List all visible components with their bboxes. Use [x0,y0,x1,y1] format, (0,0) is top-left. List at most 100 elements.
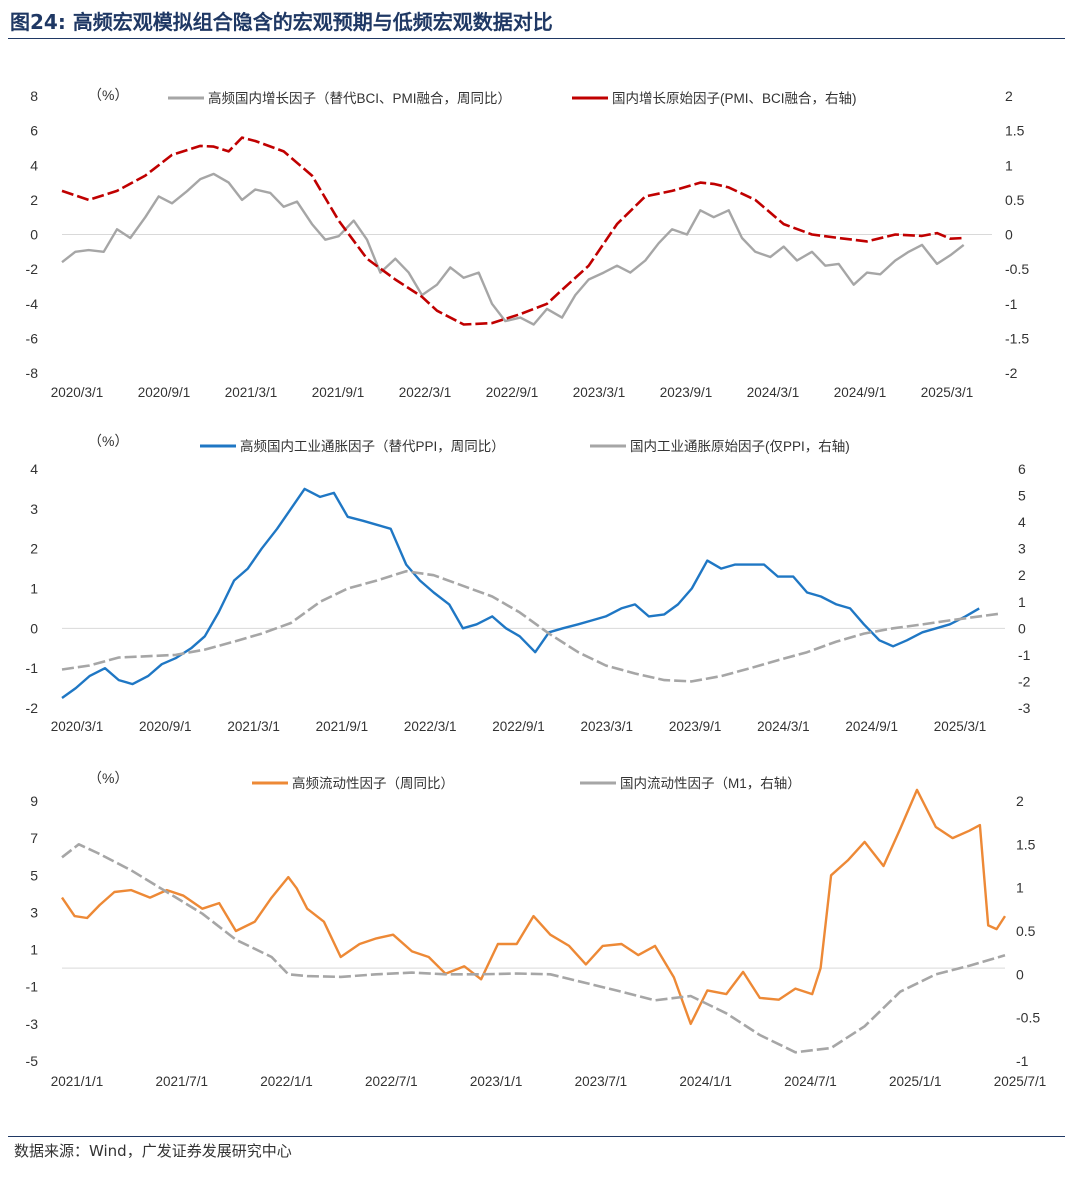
x-axis-tick-label: 2023/7/1 [575,1074,628,1089]
right-axis-tick-label: -1 [1016,1053,1029,1069]
x-axis-tick-label: 2020/3/1 [51,385,104,400]
left-axis-tick-label: -4 [26,296,39,312]
left-axis-tick-label: 4 [30,157,38,173]
x-axis-tick-label: 2023/3/1 [573,385,626,400]
left-axis-tick-label: -1 [26,979,39,995]
left-axis-tick-label: 3 [30,501,38,517]
left-axis-tick-label: -6 [26,330,39,346]
left-axis-tick-label: 0 [30,227,38,243]
top-rule [8,38,1065,39]
right-axis-tick-label: 2 [1016,793,1024,809]
legend-label: 高频国内工业通胀因子（替代PPI，周同比） [240,438,505,454]
left-axis-tick-label: 1 [30,581,38,597]
left-axis-tick-label: 6 [30,123,38,139]
x-axis-tick-label: 2022/7/1 [365,1074,418,1089]
x-axis-tick-label: 2023/9/1 [660,385,713,400]
x-axis-tick-label: 2023/9/1 [669,719,722,734]
x-axis-tick-label: 2020/9/1 [138,385,191,400]
legend-label: 高频流动性因子（周同比） [292,775,454,791]
left-axis-tick-label: -8 [26,365,39,381]
left-axis-tick-label: 1 [30,942,38,958]
right-axis-tick-label: 1 [1016,880,1024,896]
right-axis-tick-label: 1 [1018,594,1026,610]
left-axis-tick-label: -2 [26,261,39,277]
figure-title-text: 高频宏观模拟组合隐含的宏观预期与低频宏观数据对比 [72,10,553,34]
right-axis-tick-label: 0 [1005,227,1013,243]
left-axis-tick-label: 2 [30,541,38,557]
series-line-2 [61,136,964,326]
x-axis-tick-label: 2025/1/1 [889,1074,942,1089]
x-axis-tick-label: 2024/7/1 [784,1074,837,1089]
right-axis-tick-label: 6 [1018,461,1026,477]
series-line-1 [61,487,980,699]
unit-label: （%） [88,87,128,103]
left-axis-tick-label: 0 [30,620,38,636]
right-axis-tick-label: 0 [1016,966,1024,982]
x-axis-tick-label: 2020/9/1 [139,719,192,734]
right-axis-tick-label: 1 [1005,157,1013,173]
source-note: 数据来源：Wind，广发证券发展研究中心 [14,1142,292,1160]
x-axis-tick-label: 2023/3/1 [581,719,634,734]
x-axis-tick-label: 2025/3/1 [921,385,974,400]
x-axis-tick-label: 2024/3/1 [757,719,810,734]
right-axis-tick-label: -0.5 [1016,1010,1040,1026]
right-axis-tick-label: 2 [1005,88,1013,104]
series-line-2 [61,569,1000,683]
right-axis-tick-label: 3 [1018,541,1026,557]
left-axis-tick-label: 3 [30,904,38,920]
x-axis-tick-label: 2021/3/1 [227,719,280,734]
growth-factor-chart: 8 6 4 2 0 -2 -4 -6 -8 2 1.5 1 0.5 0 -0.5 -1 -1.5 -2 2020/3… [26,87,1030,400]
unit-label: （%） [88,433,128,449]
legend-label: 高频国内增长因子（替代BCI、PMI融合，周同比） [208,90,511,106]
right-axis-tick-label: 2 [1018,567,1026,583]
right-axis-tick-label: -2 [1018,673,1031,689]
x-axis-tick-label: 2024/3/1 [747,385,800,400]
left-axis-tick-label: -3 [26,1016,39,1032]
x-axis-tick-label: 2024/9/1 [845,719,898,734]
left-axis-tick-label: 8 [30,88,38,104]
right-axis-tick-label: -2 [1005,365,1018,381]
liquidity-factor-chart: 9 7 5 3 1 -1 -3 -5 2 1.5 1 0.5 0 -0.5 -1 2021/1/1 2021/7… [26,770,1047,1089]
right-axis-tick-label: 0.5 [1016,923,1036,939]
right-axis-tick-label: -1 [1005,296,1018,312]
series-line-1 [61,172,965,326]
x-axis-tick-label: 2022/9/1 [486,385,539,400]
x-axis-tick-label: 2022/1/1 [260,1074,313,1089]
x-axis-tick-label: 2021/9/1 [312,385,365,400]
right-axis-tick-label: 1.5 [1005,123,1025,139]
inflation-factor-chart: 4 3 2 1 0 -1 -2 6 5 4 3 2 1 0 -1 -2 -3 2020/3/1 2020/9/1 20… [26,433,1031,734]
legend-label: 国内增长原始因子(PMI、BCI融合，右轴) [612,91,857,106]
x-axis-tick-label: 2025/7/1 [994,1074,1047,1089]
right-axis-tick-label: -1.5 [1005,330,1029,346]
x-axis-tick-label: 2021/3/1 [225,385,278,400]
x-axis-tick-label: 2020/3/1 [51,719,104,734]
x-axis-tick-label: 2024/9/1 [834,385,887,400]
x-axis-tick-label: 2021/9/1 [316,719,369,734]
left-axis-tick-label: -5 [26,1053,39,1069]
x-axis-tick-label: 2023/1/1 [470,1074,523,1089]
left-axis-tick-label: -2 [26,700,39,716]
legend-label: 国内流动性因子（M1，右轴） [620,776,801,791]
right-axis-tick-label: 1.5 [1016,836,1036,852]
left-axis-tick-label: 5 [30,867,38,883]
series-line-1 [61,788,1007,1026]
right-axis-tick-label: -1 [1018,647,1031,663]
left-axis-tick-label: 7 [30,830,38,846]
right-axis-tick-label: 0.5 [1005,192,1025,208]
x-axis-tick-label: 2025/3/1 [934,719,987,734]
x-axis-tick-label: 2022/3/1 [404,719,457,734]
right-axis-tick-label: 4 [1018,514,1026,530]
left-axis-tick-label: 4 [30,461,38,477]
x-axis-tick-label: 2024/1/1 [679,1074,732,1089]
series-line-2 [61,843,1006,1054]
right-axis-tick-label: -0.5 [1005,261,1029,277]
left-axis-tick-label: -1 [26,660,39,676]
right-axis-tick-label: 0 [1018,620,1026,636]
x-axis-tick-label: 2021/1/1 [51,1074,104,1089]
left-axis-tick-label: 2 [30,192,38,208]
figure-label: 图24: [10,10,66,34]
figure-title: 图24: 高频宏观模拟组合隐含的宏观预期与低频宏观数据对比 [10,6,553,35]
unit-label: （%） [88,770,128,786]
x-axis-tick-label: 2022/3/1 [399,385,452,400]
legend-label: 国内工业通胀原始因子(仅PPI，右轴) [630,439,850,454]
